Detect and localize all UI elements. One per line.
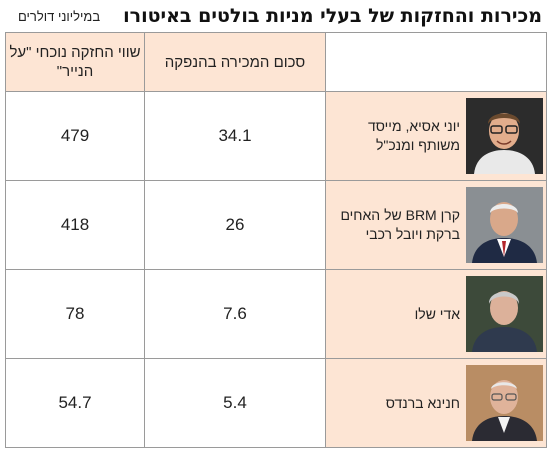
name-cell: חנינא ברנדס: [325, 358, 547, 448]
table-row: חנינא ברנדס 5.4 54.7: [5, 358, 547, 448]
table-row: יוני אסיא, מייסד משותף ומנכ"ל 34.1 479: [5, 91, 547, 181]
shareholder-name: יוני אסיא, מייסד משותף ומנכ"ל: [368, 118, 460, 153]
sale-amount-value: 7.6: [144, 269, 326, 359]
header-holding-value: שווי החזקה נוכחי "על הנייר": [5, 32, 145, 92]
header: מכירות והחזקות של בעלי מניות בולטים באיט…: [0, 0, 550, 32]
table-row: אדי שלו 7.6 78: [5, 269, 547, 359]
name-cell: יוני אסיא, מייסד משותף ומנכ"ל: [325, 91, 547, 181]
header-name-cell: [325, 32, 547, 92]
name-cell: קרן BRM של האחים ברקת ויובל רכבי: [325, 180, 547, 270]
person-photo-icon: [466, 98, 543, 174]
holding-value: 54.7: [5, 358, 145, 448]
sale-amount-value: 34.1: [144, 91, 326, 181]
table-row: קרן BRM של האחים ברקת ויובל רכבי 26 418: [5, 180, 547, 270]
header-sale-amount: סכום המכירה בהנפקה: [144, 32, 326, 92]
shareholder-name: קרן BRM של האחים ברקת ויובל רכבי: [340, 207, 460, 242]
sale-amount-value: 5.4: [144, 358, 326, 448]
holding-value: 479: [5, 91, 145, 181]
holdings-table: סכום המכירה בהנפקה שווי החזקה נוכחי "על …: [5, 32, 547, 448]
shareholder-name: אדי שלו: [414, 305, 460, 322]
holding-value: 78: [5, 269, 145, 359]
units-subtitle: במיליוני דולרים: [18, 9, 101, 24]
person-photo-icon: [466, 365, 543, 441]
chart-title: מכירות והחזקות של בעלי מניות בולטים באיט…: [123, 5, 542, 27]
person-photo-icon: [466, 187, 543, 263]
holding-value: 418: [5, 180, 145, 270]
shareholder-name: חנינא ברנדס: [385, 394, 460, 411]
sale-amount-value: 26: [144, 180, 326, 270]
name-cell: אדי שלו: [325, 269, 547, 359]
header-row: סכום המכירה בהנפקה שווי החזקה נוכחי "על …: [5, 32, 547, 92]
person-photo-icon: [466, 276, 543, 352]
